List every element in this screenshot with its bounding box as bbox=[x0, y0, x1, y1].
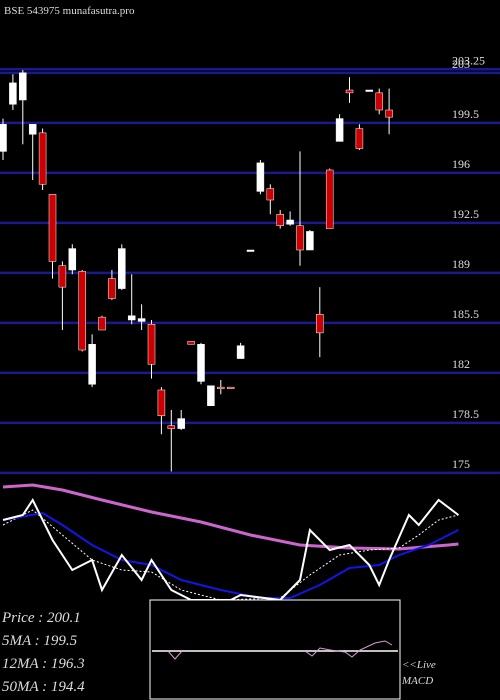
y-tick-label: 192.5 bbox=[452, 207, 479, 221]
candle-body bbox=[345, 89, 354, 94]
y-tick-label: 203.25 bbox=[452, 53, 485, 67]
legend-entry: Price : 200.1 bbox=[1, 610, 81, 626]
candle-body bbox=[98, 316, 106, 331]
candle-body bbox=[167, 425, 176, 429]
candle-body bbox=[28, 124, 37, 135]
candle-body bbox=[157, 389, 166, 416]
candle-body bbox=[306, 231, 314, 251]
candle-body bbox=[38, 132, 47, 185]
candle-body bbox=[118, 248, 126, 289]
indicator-line bbox=[2, 483, 459, 551]
candle-body bbox=[197, 344, 205, 382]
legend-entry: 5MA : 199.5 bbox=[2, 633, 78, 649]
chart-title: BSE 543975 munafasutra.pro bbox=[4, 5, 135, 17]
candle-body bbox=[276, 214, 284, 226]
y-tick-label: 189 bbox=[452, 257, 470, 271]
candle-body bbox=[316, 314, 324, 334]
candle-body bbox=[355, 128, 364, 149]
y-tick-label: 178.5 bbox=[452, 407, 479, 421]
y-tick-label: 182 bbox=[452, 357, 470, 371]
candle-body bbox=[147, 324, 156, 365]
y-tick-label: 199.5 bbox=[452, 107, 479, 121]
candle-body bbox=[256, 162, 265, 192]
candle-body bbox=[365, 89, 374, 92]
candle-body bbox=[177, 418, 185, 429]
candle-body bbox=[226, 386, 235, 389]
candle-body bbox=[236, 345, 245, 359]
macd-label: <<Live bbox=[402, 659, 436, 671]
candle-body bbox=[78, 271, 86, 351]
candle-body bbox=[266, 188, 275, 201]
candle-body bbox=[127, 315, 136, 321]
legend-entry: 12MA : 196.3 bbox=[2, 656, 85, 672]
candle-body bbox=[385, 109, 393, 118]
candle-body bbox=[286, 219, 294, 225]
y-tick-label: 185.5 bbox=[452, 307, 479, 321]
candle-body bbox=[68, 248, 77, 271]
indicator-line bbox=[2, 509, 459, 601]
macd-label: MACD bbox=[401, 675, 433, 687]
candle-body bbox=[88, 344, 96, 385]
candle-body bbox=[207, 385, 215, 406]
candle-body bbox=[19, 72, 27, 101]
legend-entry: 50MA : 194.4 bbox=[2, 679, 85, 695]
candle-body bbox=[187, 341, 195, 345]
y-tick-label: 196 bbox=[452, 157, 470, 171]
y-tick-label: 203 bbox=[452, 57, 470, 71]
candle-body bbox=[0, 124, 7, 152]
candle-body bbox=[137, 318, 146, 322]
candle-body bbox=[325, 169, 334, 229]
candle-body bbox=[108, 278, 116, 299]
candle-body bbox=[217, 386, 225, 389]
macd-panel bbox=[149, 599, 401, 700]
candle-body bbox=[296, 225, 304, 251]
candle-body bbox=[246, 249, 255, 252]
y-tick-label: 175 bbox=[452, 457, 470, 471]
candle-body bbox=[375, 92, 383, 111]
candle-body bbox=[58, 265, 67, 288]
indicator-line bbox=[2, 497, 460, 602]
macd-signal bbox=[167, 640, 393, 660]
candle-body bbox=[9, 82, 17, 105]
candle-body bbox=[335, 118, 344, 142]
candle-body bbox=[48, 194, 57, 262]
